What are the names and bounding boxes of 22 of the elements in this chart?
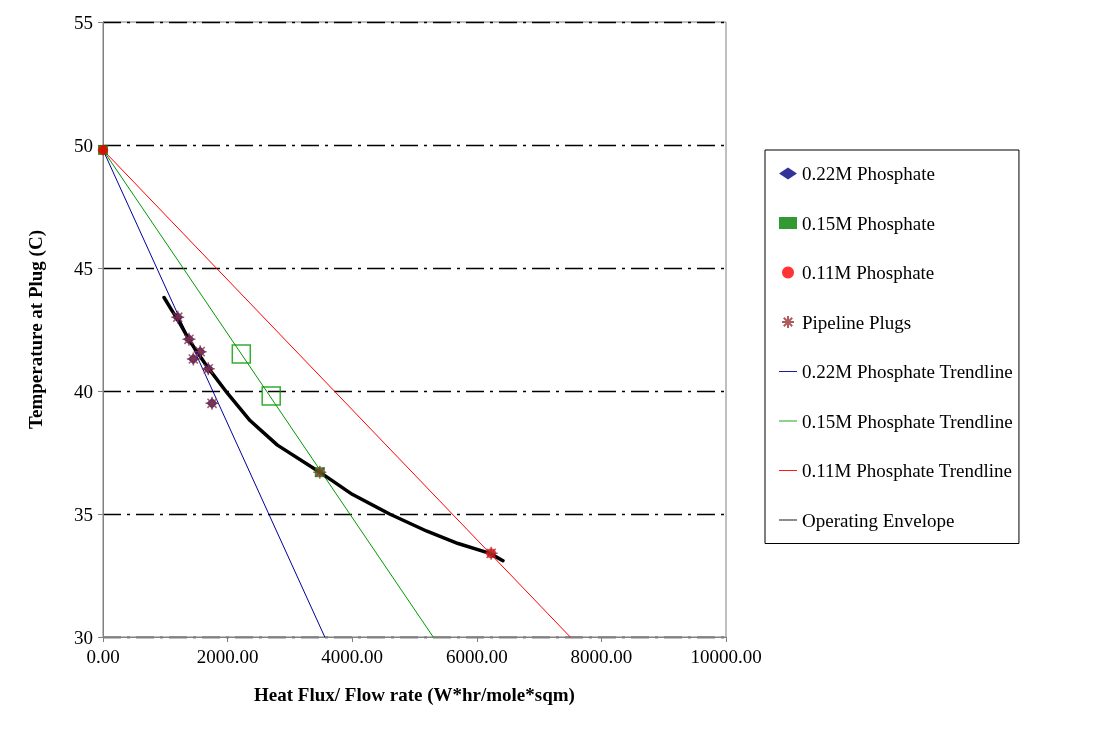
x-tick-label: 2000.00 [196,646,259,667]
legend-label: Operating Envelope [802,509,955,531]
legend-label: 0.22M Phosphate Trendline [802,361,1013,382]
y-tick-label: 40 [74,380,93,402]
y-tick-label: 55 [74,11,93,33]
x-axis-title: Heat Flux/ Flow rate (W*hr/mole*sqm) [254,684,575,706]
x-tick-label: 4000.00 [321,646,384,667]
legend-label: 0.15M Phosphate Trendline [802,410,1013,432]
y-tick-label: 30 [74,626,93,648]
y-axis-title: Temperature at Plug (C) [25,230,47,429]
y-tick-label: 35 [74,503,93,525]
y-tick-label: 45 [74,257,93,279]
y-tick-label: 50 [74,134,93,156]
legend-label: 0.15M Phosphate [802,212,935,234]
x-tick-label: 8000.00 [570,646,633,667]
legend-label: 0.11M Phosphate Trendline [802,460,1012,481]
legend-label: Pipeline Plugs [802,311,912,333]
x-tick-label: 0.00 [86,646,120,667]
legend-label: 0.11M Phosphate [802,262,935,283]
x-tick-label: 6000.00 [445,646,508,667]
x-tick-label: 10000.00 [690,646,762,667]
legend-label: 0.22M Phosphate [802,163,935,184]
